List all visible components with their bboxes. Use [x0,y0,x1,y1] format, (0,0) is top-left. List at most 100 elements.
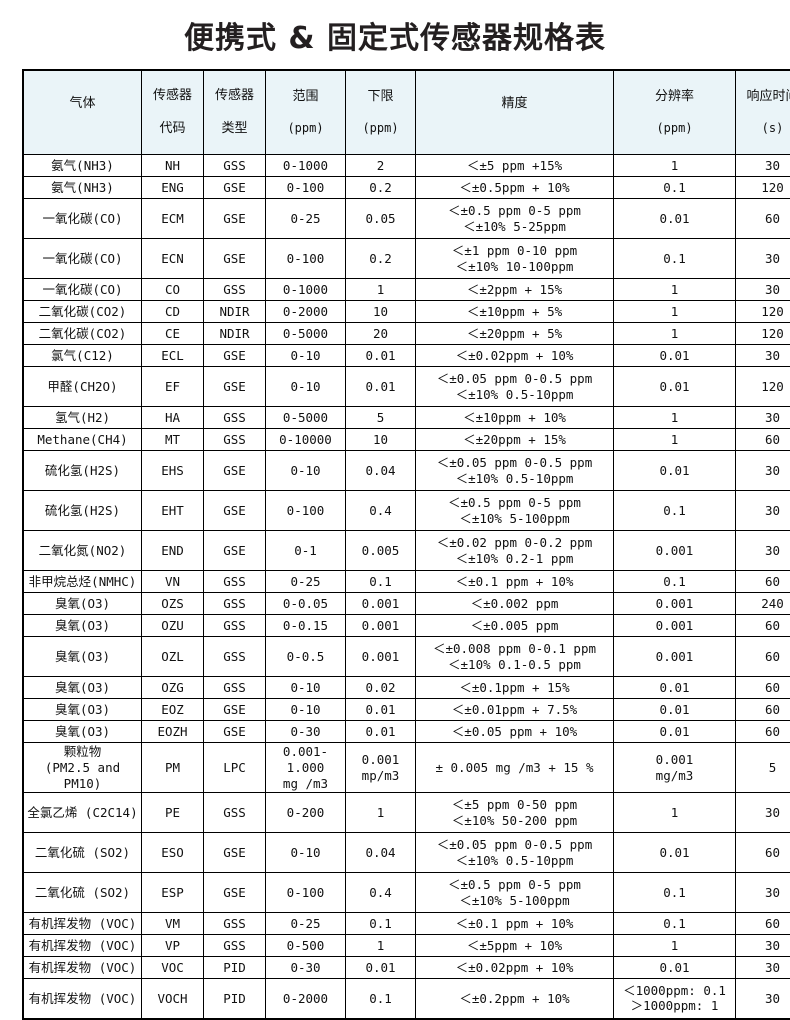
cell-range: 0-500 [266,935,346,957]
cell-accuracy: ＜±0.2ppm + 10% [416,979,614,1019]
cell-response-time: 30 [736,239,790,279]
spec-sheet-page: 便携式 & 固定式传感器规格表 气体 传感器 代码 传感器 类型 [0,0,790,934]
page-title: 便携式 & 固定式传感器规格表 [0,0,790,69]
cell-sensor-type: GSE [204,239,266,279]
cell-range: 0-10 [266,345,346,367]
cell-resolution: 0.1 [614,571,736,593]
cell-lower-limit: 2 [346,155,416,177]
cell-gas: 有机挥发物 (VOC) [23,913,142,935]
cell-sensor-code: VM [142,913,204,935]
cell-gas: 非甲烷总烃(NMHC) [23,571,142,593]
cell-resolution: 1 [614,935,736,957]
cell-response-time: 30 [736,979,790,1019]
cell-lower-limit: 0.01 [346,699,416,721]
cell-lower-limit: 0.001 [346,615,416,637]
header-label: 响应时间 [738,89,790,105]
cell-resolution: 0.01 [614,199,736,239]
cell-lower-limit: 0.4 [346,491,416,531]
cell-accuracy: ＜±0.05 ppm 0-0.5 ppm ＜±10% 0.5-10ppm [416,833,614,873]
header-label: 下限 [348,89,413,105]
cell-accuracy: ＜±0.5 ppm 0-5 ppm ＜±10% 5-25ppm [416,199,614,239]
cell-resolution: 1 [614,429,736,451]
column-header-sensor-code: 传感器 代码 [142,70,204,155]
cell-sensor-code: CE [142,323,204,345]
cell-sensor-type: GSS [204,637,266,677]
cell-range: 0-25 [266,571,346,593]
table-container: 气体 传感器 代码 传感器 类型 范围 (ppm) [0,69,790,1020]
cell-accuracy: ＜±2ppm + 15% [416,279,614,301]
cell-gas: 全氯乙烯 (C2C14) [23,793,142,833]
cell-sensor-code: PM [142,743,204,793]
cell-resolution: 1 [614,301,736,323]
cell-sensor-type: GSE [204,699,266,721]
cell-sensor-code: ECM [142,199,204,239]
cell-response-time: 60 [736,677,790,699]
cell-accuracy: ＜±0.5ppm + 10% [416,177,614,199]
cell-lower-limit: 0.005 [346,531,416,571]
cell-sensor-type: GSE [204,177,266,199]
cell-lower-limit: 0.01 [346,345,416,367]
cell-lower-limit: 0.2 [346,239,416,279]
cell-lower-limit: 0.2 [346,177,416,199]
cell-sensor-type: GSE [204,345,266,367]
cell-range: 0-0.5 [266,637,346,677]
cell-accuracy: ± 0.005 mg /m3 + 15 % [416,743,614,793]
cell-lower-limit: 5 [346,407,416,429]
cell-accuracy: ＜±5 ppm 0-50 ppm ＜±10% 50-200 ppm [416,793,614,833]
cell-resolution: 0.001 [614,531,736,571]
cell-accuracy: ＜±0.1 ppm + 10% [416,913,614,935]
cell-range: 0-10000 [266,429,346,451]
cell-range: 0-10 [266,833,346,873]
cell-lower-limit: 0.01 [346,367,416,407]
cell-resolution: 0.01 [614,345,736,367]
cell-sensor-type: NDIR [204,323,266,345]
cell-response-time: 30 [736,279,790,301]
cell-response-time: 30 [736,873,790,913]
cell-resolution: 0.1 [614,913,736,935]
cell-gas: 臭氧(O3) [23,677,142,699]
cell-sensor-type: GSS [204,615,266,637]
cell-response-time: 60 [736,199,790,239]
cell-sensor-type: GSE [204,451,266,491]
cell-response-time: 60 [736,833,790,873]
cell-resolution: 0.1 [614,177,736,199]
cell-sensor-code: MT [142,429,204,451]
cell-range: 0-30 [266,957,346,979]
header-label: 气体 [26,96,139,112]
cell-gas: 硫化氢(H2S) [23,491,142,531]
header-unit: (s) [738,121,790,136]
cell-accuracy: ＜±0.05 ppm 0-0.5 ppm ＜±10% 0.5-10ppm [416,367,614,407]
cell-accuracy: ＜±0.02 ppm 0-0.2 ppm ＜±10% 0.2-1 ppm [416,531,614,571]
cell-response-time: 120 [736,323,790,345]
cell-lower-limit: 0.1 [346,571,416,593]
header-unit: 代码 [144,121,201,137]
cell-range: 0-30 [266,721,346,743]
cell-gas: 二氧化氮(NO2) [23,531,142,571]
cell-gas: 臭氧(O3) [23,615,142,637]
cell-sensor-code: OZL [142,637,204,677]
cell-sensor-code: EHS [142,451,204,491]
cell-lower-limit: 0.001 [346,593,416,615]
cell-sensor-type: GSS [204,593,266,615]
column-header-resolution: 分辨率 (ppm) [614,70,736,155]
cell-range: 0-10 [266,451,346,491]
cell-gas: 颗粒物 (PM2.5 and PM10) [23,743,142,793]
cell-sensor-type: GSS [204,279,266,301]
cell-sensor-type: PID [204,979,266,1019]
cell-response-time: 60 [736,721,790,743]
header-unit: (ppm) [348,121,413,136]
header-unit: 类型 [206,121,263,137]
cell-resolution: 0.01 [614,451,736,491]
cell-resolution: 0.01 [614,833,736,873]
cell-sensor-code: EOZH [142,721,204,743]
